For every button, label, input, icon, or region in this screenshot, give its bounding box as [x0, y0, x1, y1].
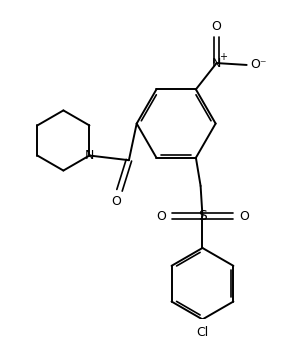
Text: O: O	[156, 210, 166, 222]
Text: S: S	[198, 209, 207, 223]
Text: N: N	[212, 56, 221, 70]
Text: O: O	[212, 20, 222, 33]
Text: +: +	[219, 52, 227, 63]
Text: O: O	[239, 210, 249, 222]
Text: O: O	[112, 195, 122, 208]
Text: O⁻: O⁻	[251, 58, 267, 71]
Text: N: N	[85, 149, 94, 162]
Text: Cl: Cl	[196, 326, 209, 338]
